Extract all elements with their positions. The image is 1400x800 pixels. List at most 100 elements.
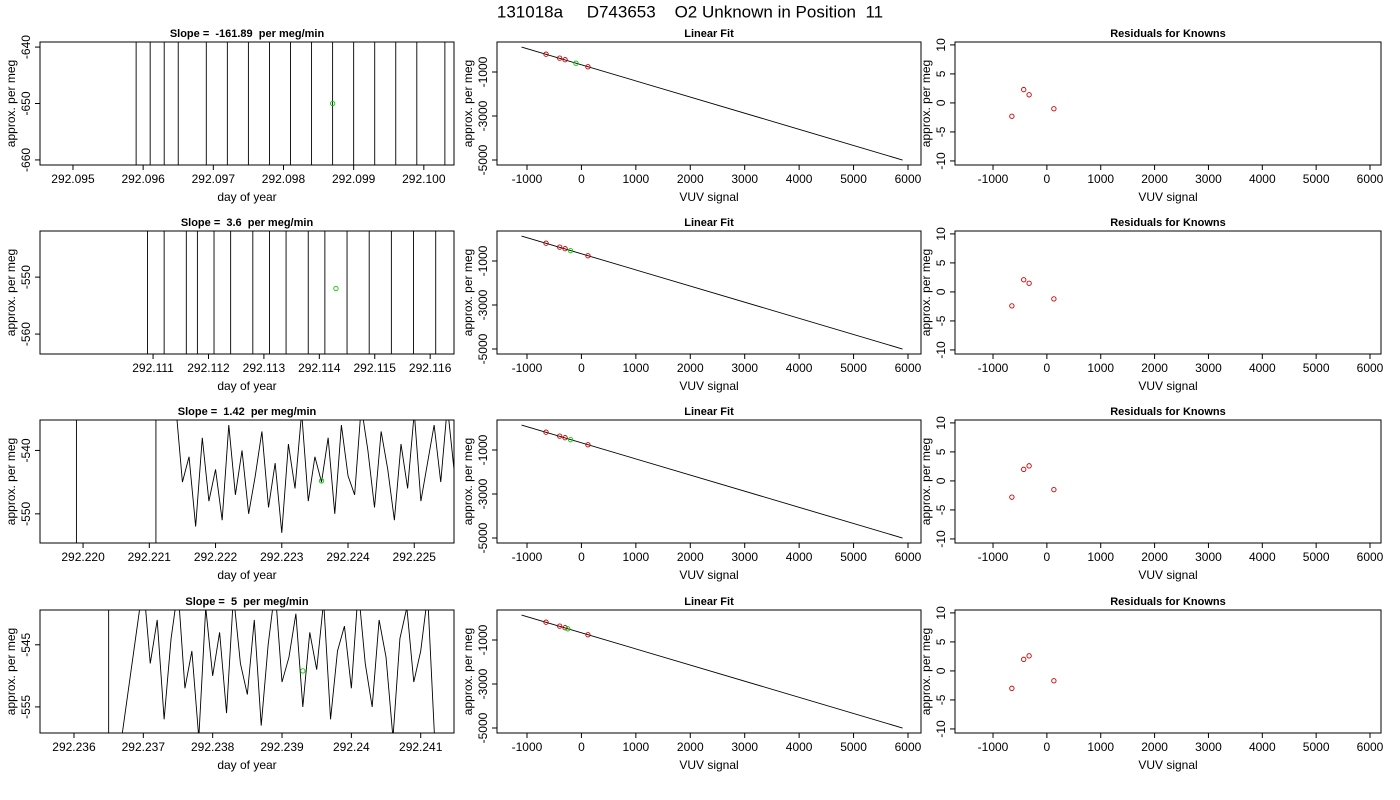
unknown-point bbox=[300, 668, 306, 674]
panel-title: Linear Fit bbox=[684, 406, 734, 418]
x-tick-label: 2000 bbox=[677, 172, 704, 186]
x-tick-label: 292.095 bbox=[51, 172, 95, 186]
x-tick-label: 292.241 bbox=[399, 740, 443, 754]
x-tick-label: 1000 bbox=[1087, 172, 1114, 186]
x-tick-label: 0 bbox=[578, 740, 585, 754]
y-tick-label: -5 bbox=[934, 126, 948, 137]
y-axis-label: approx. per meg bbox=[461, 438, 475, 525]
plot-area bbox=[1009, 463, 1057, 500]
x-tick-label: 292.113 bbox=[243, 361, 286, 375]
x-tick-label: 2000 bbox=[1141, 361, 1168, 375]
data-line bbox=[521, 424, 903, 539]
y-axis-label: approx. per meg bbox=[919, 249, 933, 336]
x-tick-label: 292.221 bbox=[128, 550, 172, 564]
x-tick-label: 6000 bbox=[895, 740, 922, 754]
plot-area bbox=[147, 231, 437, 354]
data-line bbox=[521, 614, 903, 729]
data-line bbox=[108, 610, 435, 733]
x-tick-label: 1000 bbox=[622, 172, 649, 186]
y-tick-label: -5000 bbox=[476, 712, 490, 743]
data-point bbox=[556, 244, 563, 250]
x-tick-label: 292.223 bbox=[260, 550, 304, 564]
data-point bbox=[1009, 303, 1015, 309]
y-axis-label: approx. per meg bbox=[4, 249, 18, 336]
data-line bbox=[75, 420, 454, 543]
x-tick-label: 292.237 bbox=[122, 740, 166, 754]
unknown-point bbox=[333, 285, 339, 292]
data-point bbox=[543, 429, 549, 435]
x-tick-label: 2000 bbox=[1141, 172, 1168, 186]
x-axis-label: VUV signal bbox=[679, 379, 738, 393]
x-tick-label: 2000 bbox=[1141, 740, 1168, 754]
y-axis-label: approx. per meg bbox=[4, 438, 18, 525]
data-point bbox=[585, 442, 591, 448]
x-tick-label: 2000 bbox=[677, 361, 704, 375]
data-point bbox=[1051, 486, 1057, 493]
x-tick-label: -1000 bbox=[978, 550, 1009, 564]
x-tick-label: 292.225 bbox=[393, 550, 437, 564]
y-tick-label: 0 bbox=[934, 99, 948, 106]
plot-area bbox=[521, 46, 903, 161]
plot-area bbox=[521, 614, 903, 729]
y-tick-label: -540 bbox=[19, 438, 33, 462]
x-tick-label: 0 bbox=[578, 172, 585, 186]
x-tick-label: -1000 bbox=[978, 740, 1009, 754]
x-axis-label: day of year bbox=[217, 190, 276, 204]
y-tick-label: 5 bbox=[934, 259, 948, 266]
x-tick-label: 292.24 bbox=[333, 740, 370, 754]
panel: Residuals for Knowns VUV signal approx. pe… bbox=[919, 406, 1384, 582]
panel: Slope = 1.42 per meg/min day of year appro… bbox=[4, 406, 455, 582]
x-axis-label: VUV signal bbox=[679, 190, 738, 204]
x-axis-label: VUV signal bbox=[1138, 190, 1197, 204]
plot-area bbox=[1009, 277, 1057, 309]
plot-frame bbox=[496, 419, 922, 544]
y-tick-label: -555 bbox=[19, 695, 33, 719]
x-tick-label: 6000 bbox=[895, 172, 922, 186]
y-tick-label: -550 bbox=[19, 502, 33, 526]
x-tick-label: 3000 bbox=[731, 361, 758, 375]
plot-area bbox=[1009, 86, 1057, 119]
x-tick-label: 3000 bbox=[731, 740, 758, 754]
x-tick-label: 6000 bbox=[1357, 740, 1384, 754]
x-tick-label: 0 bbox=[578, 361, 585, 375]
panel-title: Slope = 1.42 per meg/min bbox=[178, 406, 317, 418]
data-point bbox=[1021, 86, 1027, 93]
panel-title: Linear Fit bbox=[684, 28, 734, 40]
x-tick-label: 5000 bbox=[1303, 550, 1330, 564]
x-tick-label: 1000 bbox=[1087, 740, 1114, 754]
data-point bbox=[1051, 106, 1057, 112]
data-point bbox=[585, 64, 591, 70]
y-tick-label: -5 bbox=[934, 694, 948, 705]
x-tick-label: 5000 bbox=[840, 740, 867, 754]
data-point bbox=[556, 623, 563, 629]
unknown-point bbox=[567, 437, 574, 443]
data-point bbox=[1026, 653, 1032, 659]
y-axis-label: approx. per meg bbox=[461, 60, 475, 147]
x-tick-label: 4000 bbox=[786, 361, 813, 375]
y-tick-label: -10 bbox=[934, 152, 948, 170]
panel: Slope = 5 per meg/min day of year approx. … bbox=[4, 596, 455, 772]
x-axis-label: day of year bbox=[217, 758, 276, 772]
y-axis-label: approx. per meg bbox=[461, 249, 475, 336]
x-tick-label: 1000 bbox=[1087, 550, 1114, 564]
x-tick-label: 5000 bbox=[1303, 740, 1330, 754]
y-tick-label: -10 bbox=[934, 530, 948, 548]
y-tick-label: -5 bbox=[934, 315, 948, 326]
data-line bbox=[521, 235, 903, 350]
x-tick-label: 1000 bbox=[622, 361, 649, 375]
x-tick-label: 2000 bbox=[677, 550, 704, 564]
x-tick-label: 292.239 bbox=[260, 740, 304, 754]
data-point bbox=[1026, 463, 1032, 469]
x-tick-label: 3000 bbox=[731, 172, 758, 186]
panel-title: Residuals for Knowns bbox=[1110, 28, 1226, 40]
y-tick-label: -3000 bbox=[476, 668, 490, 699]
x-tick-label: 6000 bbox=[1357, 550, 1384, 564]
unknown-point bbox=[573, 60, 579, 66]
plot-frame bbox=[39, 230, 455, 355]
y-tick-label: -5000 bbox=[476, 333, 490, 364]
panel-title: Linear Fit bbox=[684, 596, 734, 608]
x-tick-label: 0 bbox=[1044, 172, 1051, 186]
y-axis-label: approx. per meg bbox=[461, 628, 475, 715]
x-tick-label: 0 bbox=[1044, 361, 1051, 375]
